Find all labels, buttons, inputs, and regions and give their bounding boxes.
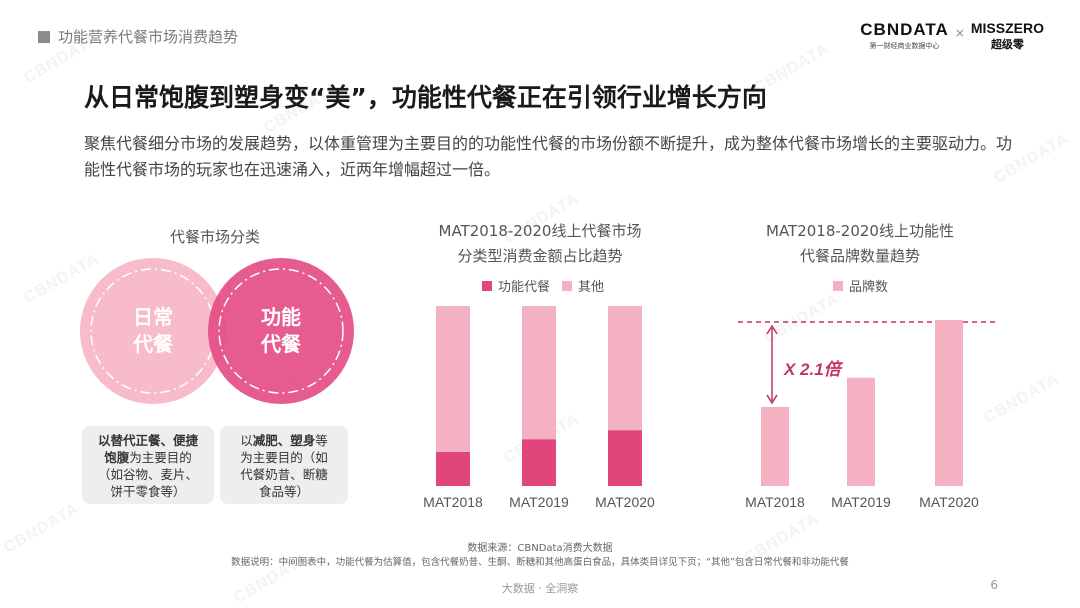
- growth-annotation: X 2.1倍: [783, 360, 844, 379]
- misszero-logo-subtext: 超级零: [990, 38, 1024, 51]
- bar-functional-mat2020: [608, 430, 642, 486]
- bar-other-mat2018: [436, 306, 470, 452]
- cbndata-logo: CBNDATA 第一财经商业数据中心: [860, 20, 949, 51]
- data-note: 数据说明：中间图表中，功能代餐为估算值，包含代餐奶昔、生酮、断糖和其他高蛋白食品…: [231, 557, 849, 568]
- footer-slogan: 大数据 · 全洞察: [501, 582, 579, 595]
- legend-swatch-other: [562, 280, 573, 291]
- section-tag: 功能营养代餐市场消费趋势: [38, 26, 238, 47]
- legend-label-other: 其他: [578, 280, 605, 295]
- x-tick-label: MAT2019: [509, 494, 569, 510]
- page-title: 从日常饱腹到塑身变“美”，功能性代餐正在引领行业增长方向: [84, 83, 767, 112]
- daily-meal-description: 以替代正餐、便捷 饱腹为主要目的 （如谷物、麦片、 饼干零食等）: [82, 426, 214, 504]
- page-number: 6: [990, 578, 998, 592]
- cbndata-logo-subtext: 第一财经商业数据中心: [869, 42, 940, 50]
- legend-label-brands: 品牌数: [849, 280, 889, 295]
- daily-meal-label: 日常 代餐: [133, 305, 173, 356]
- bar-brands-mat2019: [847, 377, 875, 486]
- brand-chart-title: MAT2018-2020线上功能性 代餐品牌数量趋势: [766, 222, 954, 265]
- legend-swatch-functional: [482, 280, 492, 291]
- x-tick-label: MAT2018: [423, 494, 483, 510]
- misszero-logo: MISSZERO 超级零: [971, 20, 1044, 52]
- page-description: 聚焦代餐细分市场的发展趋势，以体重管理为主要目的的功能性代餐的市场份额不断提升，…: [84, 134, 1013, 179]
- share-chart-title: MAT2018-2020线上代餐市场 分类型消费金额占比趋势: [438, 222, 642, 265]
- share-chart: MAT2018 MAT2019 MAT2020: [423, 306, 655, 510]
- x-tick-label: MAT2018: [745, 494, 805, 510]
- legend-label-functional: 功能代餐: [498, 280, 551, 295]
- logo-times-icon: ×: [954, 26, 965, 40]
- bar-functional-mat2019: [522, 439, 556, 486]
- brand-chart: MAT2018 MAT2019 MAT2020 X 2.1倍: [738, 320, 998, 510]
- functional-meal-label: 功能 代餐: [261, 305, 301, 356]
- bar-other-mat2020: [608, 306, 642, 431]
- misszero-logo-text: MISSZERO: [970, 20, 1044, 36]
- daily-meal-circle: 日常 代餐: [80, 258, 226, 404]
- cbndata-logo-text: CBNDATA: [860, 20, 949, 39]
- bar-brands-mat2020: [935, 320, 963, 486]
- x-tick-label: MAT2019: [831, 494, 891, 510]
- brand-logos: CBNDATA 第一财经商业数据中心 × MISSZERO 超级零: [860, 20, 1044, 52]
- functional-meal-circle: 功能 代餐: [208, 258, 354, 404]
- bar-functional-mat2018: [436, 451, 470, 486]
- bar-brands-mat2018: [761, 406, 789, 486]
- arrow-up-icon: [766, 324, 778, 335]
- section-square-icon: [38, 30, 50, 43]
- x-tick-label: MAT2020: [919, 494, 979, 510]
- arrow-down-icon: [766, 394, 778, 405]
- share-chart-legend: 功能代餐 其他: [482, 276, 604, 295]
- brand-chart-legend: 品牌数: [833, 276, 888, 295]
- functional-meal-description: 以减肥、塑身等 为主要目的（如 代餐奶昔、断糖 食品等）: [220, 426, 348, 504]
- legend-swatch-brands: [833, 280, 843, 291]
- data-source: 数据来源：CBNData消费大数据: [467, 543, 613, 554]
- section-tag-label: 功能营养代餐市场消费趋势: [58, 28, 239, 46]
- classification-title: 代餐市场分类: [169, 228, 260, 246]
- dashed-ring-icon: [218, 268, 344, 394]
- x-tick-label: MAT2020: [595, 494, 655, 510]
- bar-other-mat2019: [522, 306, 556, 440]
